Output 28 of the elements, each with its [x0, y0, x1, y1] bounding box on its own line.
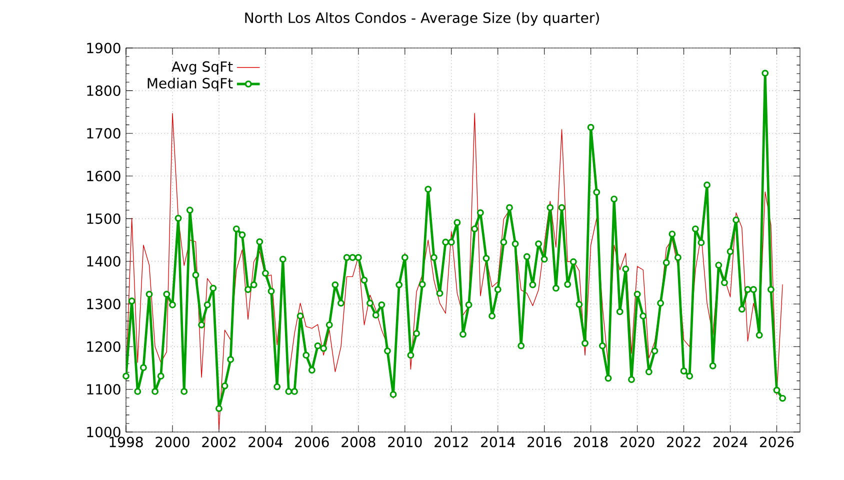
y-tick-label: 1600 — [87, 170, 120, 182]
y-tick-label: 1900 — [87, 42, 120, 54]
x-tick-label: 2020 — [620, 436, 654, 448]
x-tick-label: 2026 — [760, 436, 794, 448]
legend-label: Median SqFt — [148, 78, 233, 92]
x-tick-label: 2002 — [202, 436, 236, 448]
legend-label: Avg SqFt — [172, 61, 233, 75]
x-tick-label: 2012 — [434, 436, 468, 448]
x-tick-label: 2014 — [481, 436, 515, 448]
x-tick-label: 2016 — [528, 436, 562, 448]
y-tick-label: 1300 — [87, 298, 120, 310]
x-tick-label: 2010 — [388, 436, 422, 448]
chart-title: North Los Altos Condos - Average Size (by quarter) — [245, 12, 599, 26]
x-tick-label: 2024 — [713, 436, 748, 448]
y-tick-label: 1000 — [87, 426, 120, 438]
y-tick-label: 1500 — [87, 213, 120, 224]
x-tick-label: 2022 — [667, 436, 700, 448]
x-tick-label: 2004 — [248, 436, 282, 448]
y-tick-label: 1200 — [87, 341, 120, 352]
y-tick-label: 1800 — [87, 85, 120, 96]
x-tick-label: 2008 — [342, 436, 376, 448]
x-tick-label: 1998 — [110, 436, 143, 448]
y-tick-label: 1400 — [87, 256, 120, 267]
y-tick-label: 1100 — [87, 384, 120, 395]
x-tick-label: 2006 — [295, 436, 329, 448]
x-tick-label: 2018 — [574, 436, 608, 448]
y-tick-label: 1700 — [87, 128, 120, 139]
x-tick-label: 2000 — [156, 436, 190, 448]
